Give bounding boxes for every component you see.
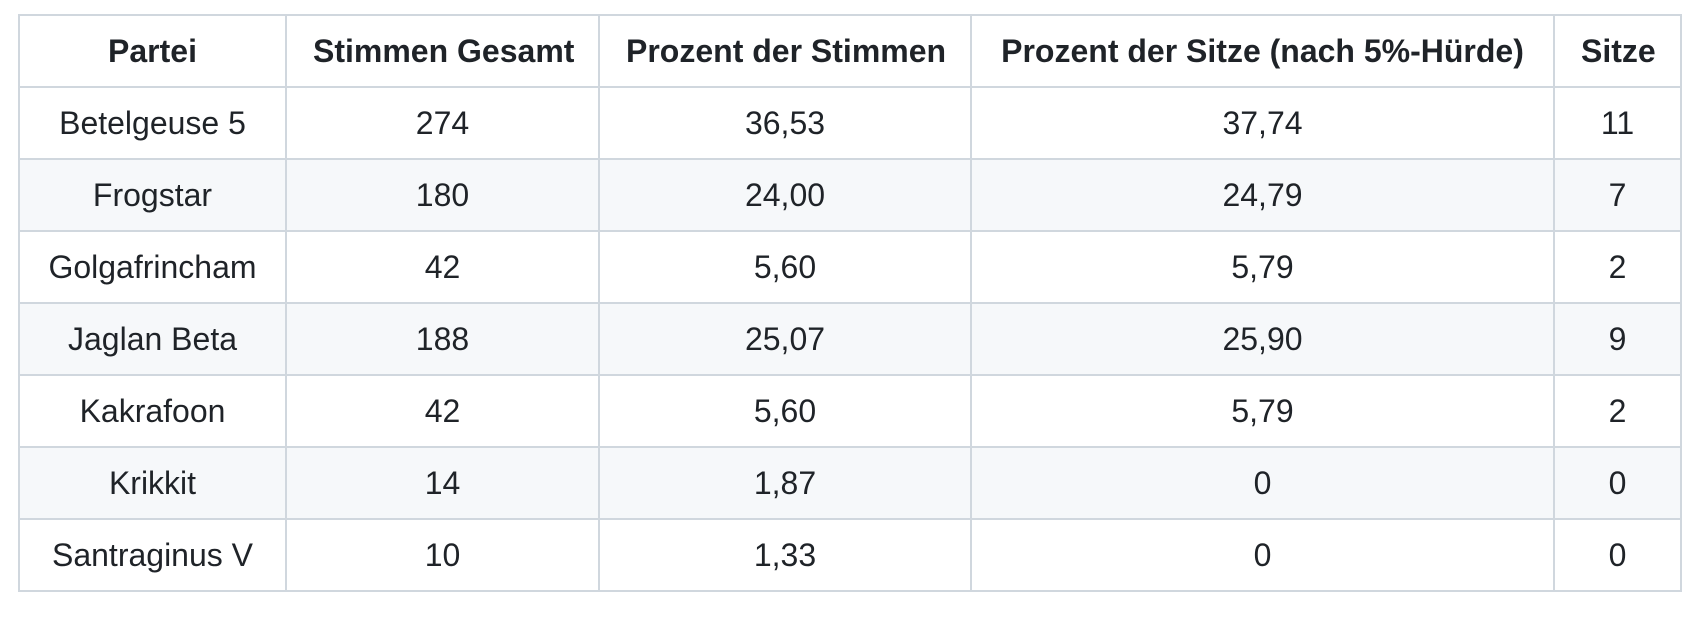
- col-header-stimmen-gesamt: Stimmen Gesamt: [285, 14, 600, 88]
- cell-stimmen-gesamt: 188: [285, 302, 600, 376]
- table-row-frogstar: Frogstar 180 24,00 24,79 7: [18, 158, 1682, 232]
- cell-sitze: 0: [1553, 446, 1682, 520]
- cell-prozent-der-sitze: 5,79: [970, 230, 1555, 304]
- cell-prozent-der-sitze: 5,79: [970, 374, 1555, 448]
- cell-stimmen-gesamt: 42: [285, 230, 600, 304]
- table-row-santraginus-v: Santraginus V 10 1,33 0 0: [18, 518, 1682, 592]
- cell-prozent-der-sitze: 0: [970, 446, 1555, 520]
- cell-partei: Kakrafoon: [18, 374, 287, 448]
- col-header-prozent-der-stimmen: Prozent der Stimmen: [598, 14, 972, 88]
- table-row-golgafrincham: Golgafrincham 42 5,60 5,79 2: [18, 230, 1682, 304]
- cell-partei: Krikkit: [18, 446, 287, 520]
- col-header-prozent-der-sitze: Prozent der Sitze (nach 5%-Hürde): [970, 14, 1555, 88]
- cell-partei: Golgafrincham: [18, 230, 287, 304]
- table-row-betelgeuse-5: Betelgeuse 5 274 36,53 37,74 11: [18, 86, 1682, 160]
- election-results-table: Partei Stimmen Gesamt Prozent der Stimme…: [18, 14, 1682, 592]
- cell-prozent-der-sitze: 37,74: [970, 86, 1555, 160]
- cell-stimmen-gesamt: 42: [285, 374, 600, 448]
- cell-sitze: 7: [1553, 158, 1682, 232]
- cell-prozent-der-sitze: 25,90: [970, 302, 1555, 376]
- cell-prozent-der-sitze: 24,79: [970, 158, 1555, 232]
- cell-sitze: 9: [1553, 302, 1682, 376]
- col-header-partei: Partei: [18, 14, 287, 88]
- cell-prozent-der-sitze: 0: [970, 518, 1555, 592]
- cell-partei: Frogstar: [18, 158, 287, 232]
- table-row-jaglan-beta: Jaglan Beta 188 25,07 25,90 9: [18, 302, 1682, 376]
- cell-prozent-der-stimmen: 25,07: [598, 302, 972, 376]
- cell-prozent-der-stimmen: 36,53: [598, 86, 972, 160]
- table-row-krikkit: Krikkit 14 1,87 0 0: [18, 446, 1682, 520]
- cell-sitze: 2: [1553, 374, 1682, 448]
- cell-stimmen-gesamt: 10: [285, 518, 600, 592]
- cell-stimmen-gesamt: 180: [285, 158, 600, 232]
- cell-sitze: 11: [1553, 86, 1682, 160]
- cell-prozent-der-stimmen: 5,60: [598, 374, 972, 448]
- cell-stimmen-gesamt: 274: [285, 86, 600, 160]
- cell-sitze: 0: [1553, 518, 1682, 592]
- table-row-kakrafoon: Kakrafoon 42 5,60 5,79 2: [18, 374, 1682, 448]
- cell-prozent-der-stimmen: 5,60: [598, 230, 972, 304]
- cell-prozent-der-stimmen: 24,00: [598, 158, 972, 232]
- table-header-row: Partei Stimmen Gesamt Prozent der Stimme…: [18, 14, 1682, 88]
- cell-prozent-der-stimmen: 1,33: [598, 518, 972, 592]
- cell-prozent-der-stimmen: 1,87: [598, 446, 972, 520]
- cell-partei: Santraginus V: [18, 518, 287, 592]
- col-header-sitze: Sitze: [1553, 14, 1682, 88]
- cell-stimmen-gesamt: 14: [285, 446, 600, 520]
- cell-partei: Jaglan Beta: [18, 302, 287, 376]
- cell-sitze: 2: [1553, 230, 1682, 304]
- cell-partei: Betelgeuse 5: [18, 86, 287, 160]
